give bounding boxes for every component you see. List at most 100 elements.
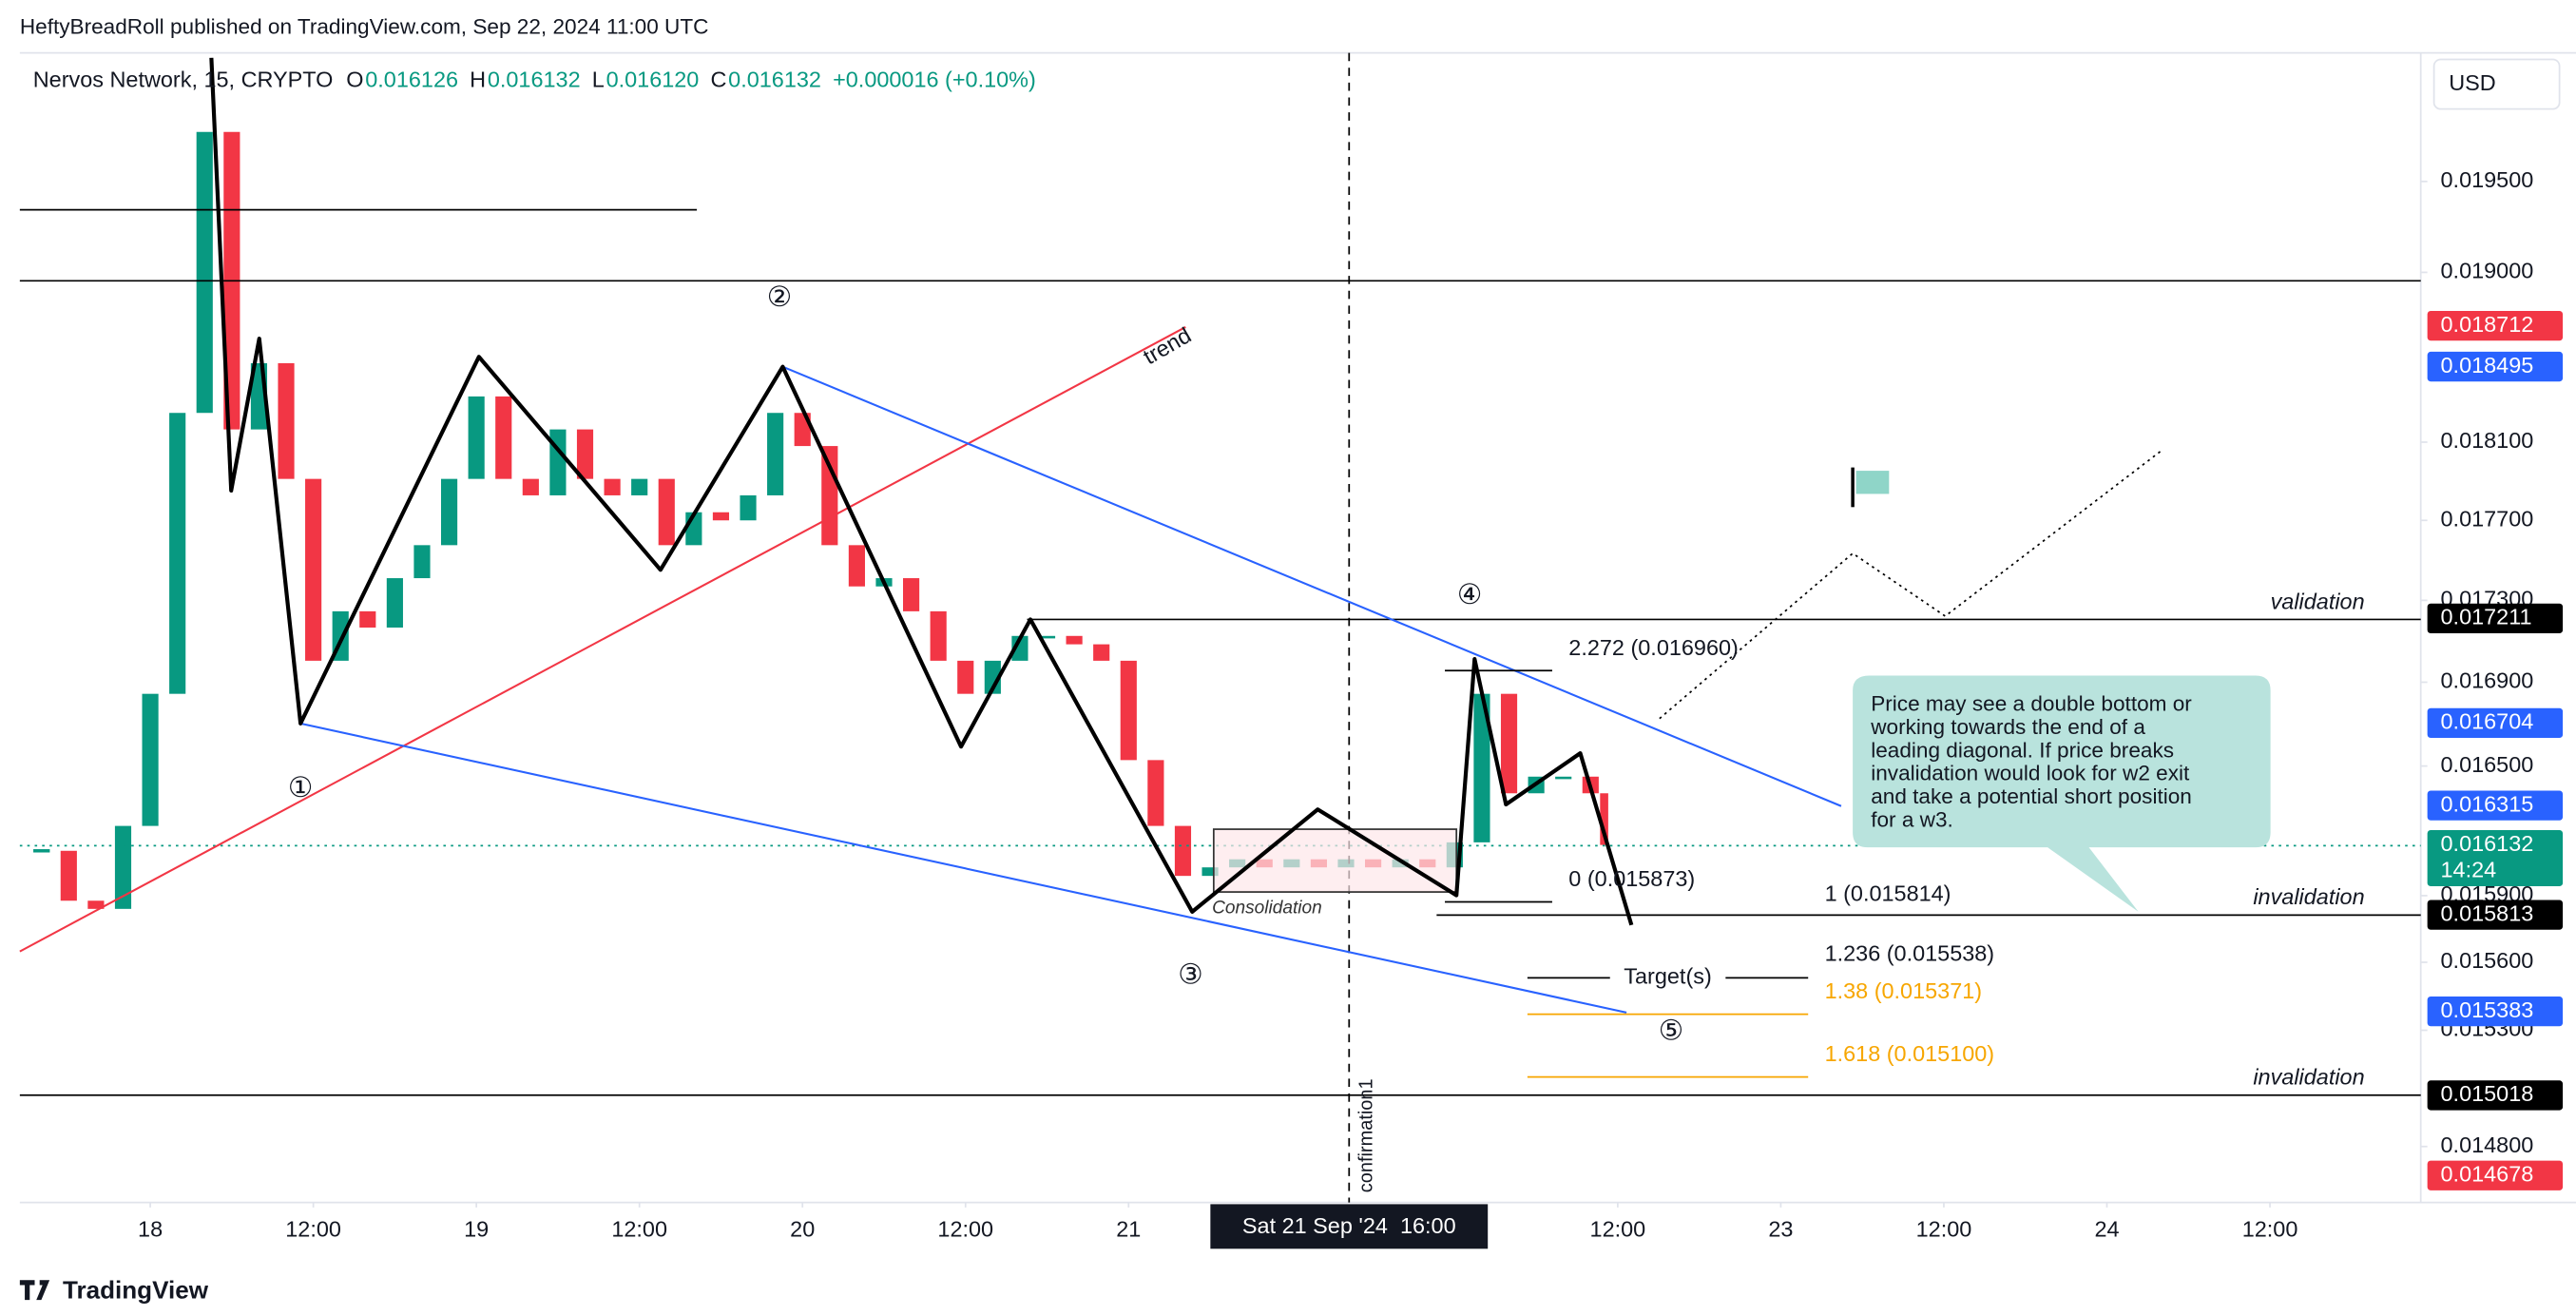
callout-line: leading diagonal. If price breaks [1871, 738, 2174, 762]
currency[interactable]: USD [2449, 70, 2495, 95]
confirmation-label: confirmation1 [1356, 1078, 1377, 1192]
candle [930, 610, 947, 661]
fib-label: 1.236 (0.015538) [1825, 940, 1995, 965]
callout-line: Price may see a double bottom or [1871, 692, 2192, 716]
wave-path [209, 57, 1634, 926]
callout-line: and take a potential short position [1871, 784, 2192, 808]
candle [1120, 660, 1137, 761]
wave-label: ④ [1457, 579, 1482, 610]
y-tick-label: 0.014800 [2441, 1132, 2534, 1157]
fib-label: 2.272 (0.016960) [1568, 635, 1739, 660]
flag [1855, 471, 1890, 494]
price-badge-label: 0.016704 [2441, 709, 2534, 734]
x-tick-label: 12:00 [611, 1216, 667, 1241]
ohlc-value: 0.016126 [365, 67, 458, 91]
candle [1038, 635, 1056, 639]
price-badge [2427, 1080, 2564, 1111]
ohlc-label: L [592, 67, 605, 91]
consolidation-label: Consolidation [1212, 898, 1322, 918]
price-badge [2427, 900, 2564, 930]
x-tick-label: 21 [1116, 1216, 1141, 1241]
crosshair-label: Sat 21 Sep '24 16:00 [1242, 1213, 1456, 1238]
consolidation-box [1212, 828, 1458, 893]
y-tick-label: 0.019500 [2441, 167, 2534, 192]
logo-mark [19, 1280, 50, 1301]
symbol: Nervos Network, 15, CRYPTO [33, 67, 334, 91]
callout-line: for a w3. [1871, 807, 1953, 831]
x-tick-label: 18 [138, 1216, 163, 1241]
price-badge [2427, 707, 2564, 739]
candle [60, 850, 77, 901]
callout-text: Price may see a double bottom orworking … [1870, 692, 2192, 832]
validation-label: validation [2271, 589, 2365, 613]
candle [278, 362, 295, 479]
x-tick-label: 12:00 [2242, 1216, 2298, 1241]
invalidation-label: invalidation [2253, 884, 2364, 909]
candle [468, 396, 485, 479]
wave-label: ⑤ [1659, 1016, 1683, 1047]
y-tick-label: 0.016500 [2441, 752, 2534, 777]
legend: Nervos Network, 15, CRYPTO O 0.016126 H 0.01… [33, 67, 1036, 91]
candle [984, 660, 1001, 694]
countdown: 14:24 [2441, 858, 2497, 882]
price-badge-label: 0.015383 [2441, 997, 2534, 1022]
candle [386, 578, 403, 628]
x-tick-label: 12:00 [937, 1216, 993, 1241]
candle [1473, 693, 1490, 842]
fib-label: 0 (0.015873) [1568, 866, 1695, 891]
callout-line: working towards the end of a [1870, 715, 2145, 739]
candle [1201, 867, 1219, 877]
trend-line [19, 326, 1186, 953]
x-tick-label: 24 [2094, 1216, 2119, 1241]
crosshair-box [1210, 1204, 1489, 1249]
ohlc-value: 0.016120 [606, 67, 700, 91]
y-tick-label: 0.019000 [2441, 259, 2534, 283]
x-tick-label: 19 [464, 1216, 489, 1241]
candle [1093, 644, 1110, 661]
candle [957, 660, 974, 694]
ohlc-label: C [710, 67, 726, 91]
time-axis: 18 12:00 19 12:00 20 12:00 21 12:00 23 12:00 24 12:… [138, 1202, 2298, 1241]
currency-button[interactable] [2432, 58, 2561, 110]
candle [440, 478, 458, 546]
brand: TradingView [63, 1275, 209, 1304]
candle [1500, 693, 1518, 794]
x-tick-label: 12:00 [1590, 1216, 1646, 1241]
change: +0.000016 (+0.10%) [833, 67, 1036, 91]
candle [196, 131, 213, 414]
candle [576, 429, 594, 479]
candle [114, 825, 132, 909]
candle [522, 478, 539, 495]
candle [1555, 776, 1572, 780]
price-badge-label: 0.016315 [2441, 791, 2534, 816]
candle [87, 900, 105, 909]
ohlc-label: H [470, 67, 486, 91]
candle [1174, 825, 1192, 877]
price-badge [2427, 311, 2564, 341]
price-badge [2427, 829, 2564, 887]
price-badge-label: 0.015813 [2441, 900, 2534, 925]
candle [631, 478, 648, 495]
candle [740, 494, 757, 521]
wave-label: ② [767, 281, 792, 313]
ohlc-value: 0.016132 [488, 67, 581, 91]
price-badge-label: 0.015018 [2441, 1081, 2534, 1106]
price-badge [2427, 1160, 2564, 1190]
callout-line: invalidation would look for w2 exit [1871, 762, 2190, 785]
wave-label: ③ [1178, 958, 1202, 990]
candle [142, 693, 159, 826]
candle [1600, 793, 1608, 845]
price-badge [2427, 603, 2564, 633]
candle [821, 446, 838, 546]
projection-path [1659, 448, 2164, 720]
candle [1147, 760, 1164, 826]
price-badge [2427, 790, 2564, 821]
price-badge-label: 0.018712 [2441, 312, 2534, 337]
drawings [19, 52, 2421, 1203]
y-tick-label: 0.018100 [2441, 428, 2534, 453]
invalidation-label: invalidation [2253, 1065, 2364, 1090]
fib-label: 1 (0.015814) [1825, 881, 1951, 906]
candle [767, 413, 784, 495]
price-badge-label: 0.018495 [2441, 353, 2534, 377]
